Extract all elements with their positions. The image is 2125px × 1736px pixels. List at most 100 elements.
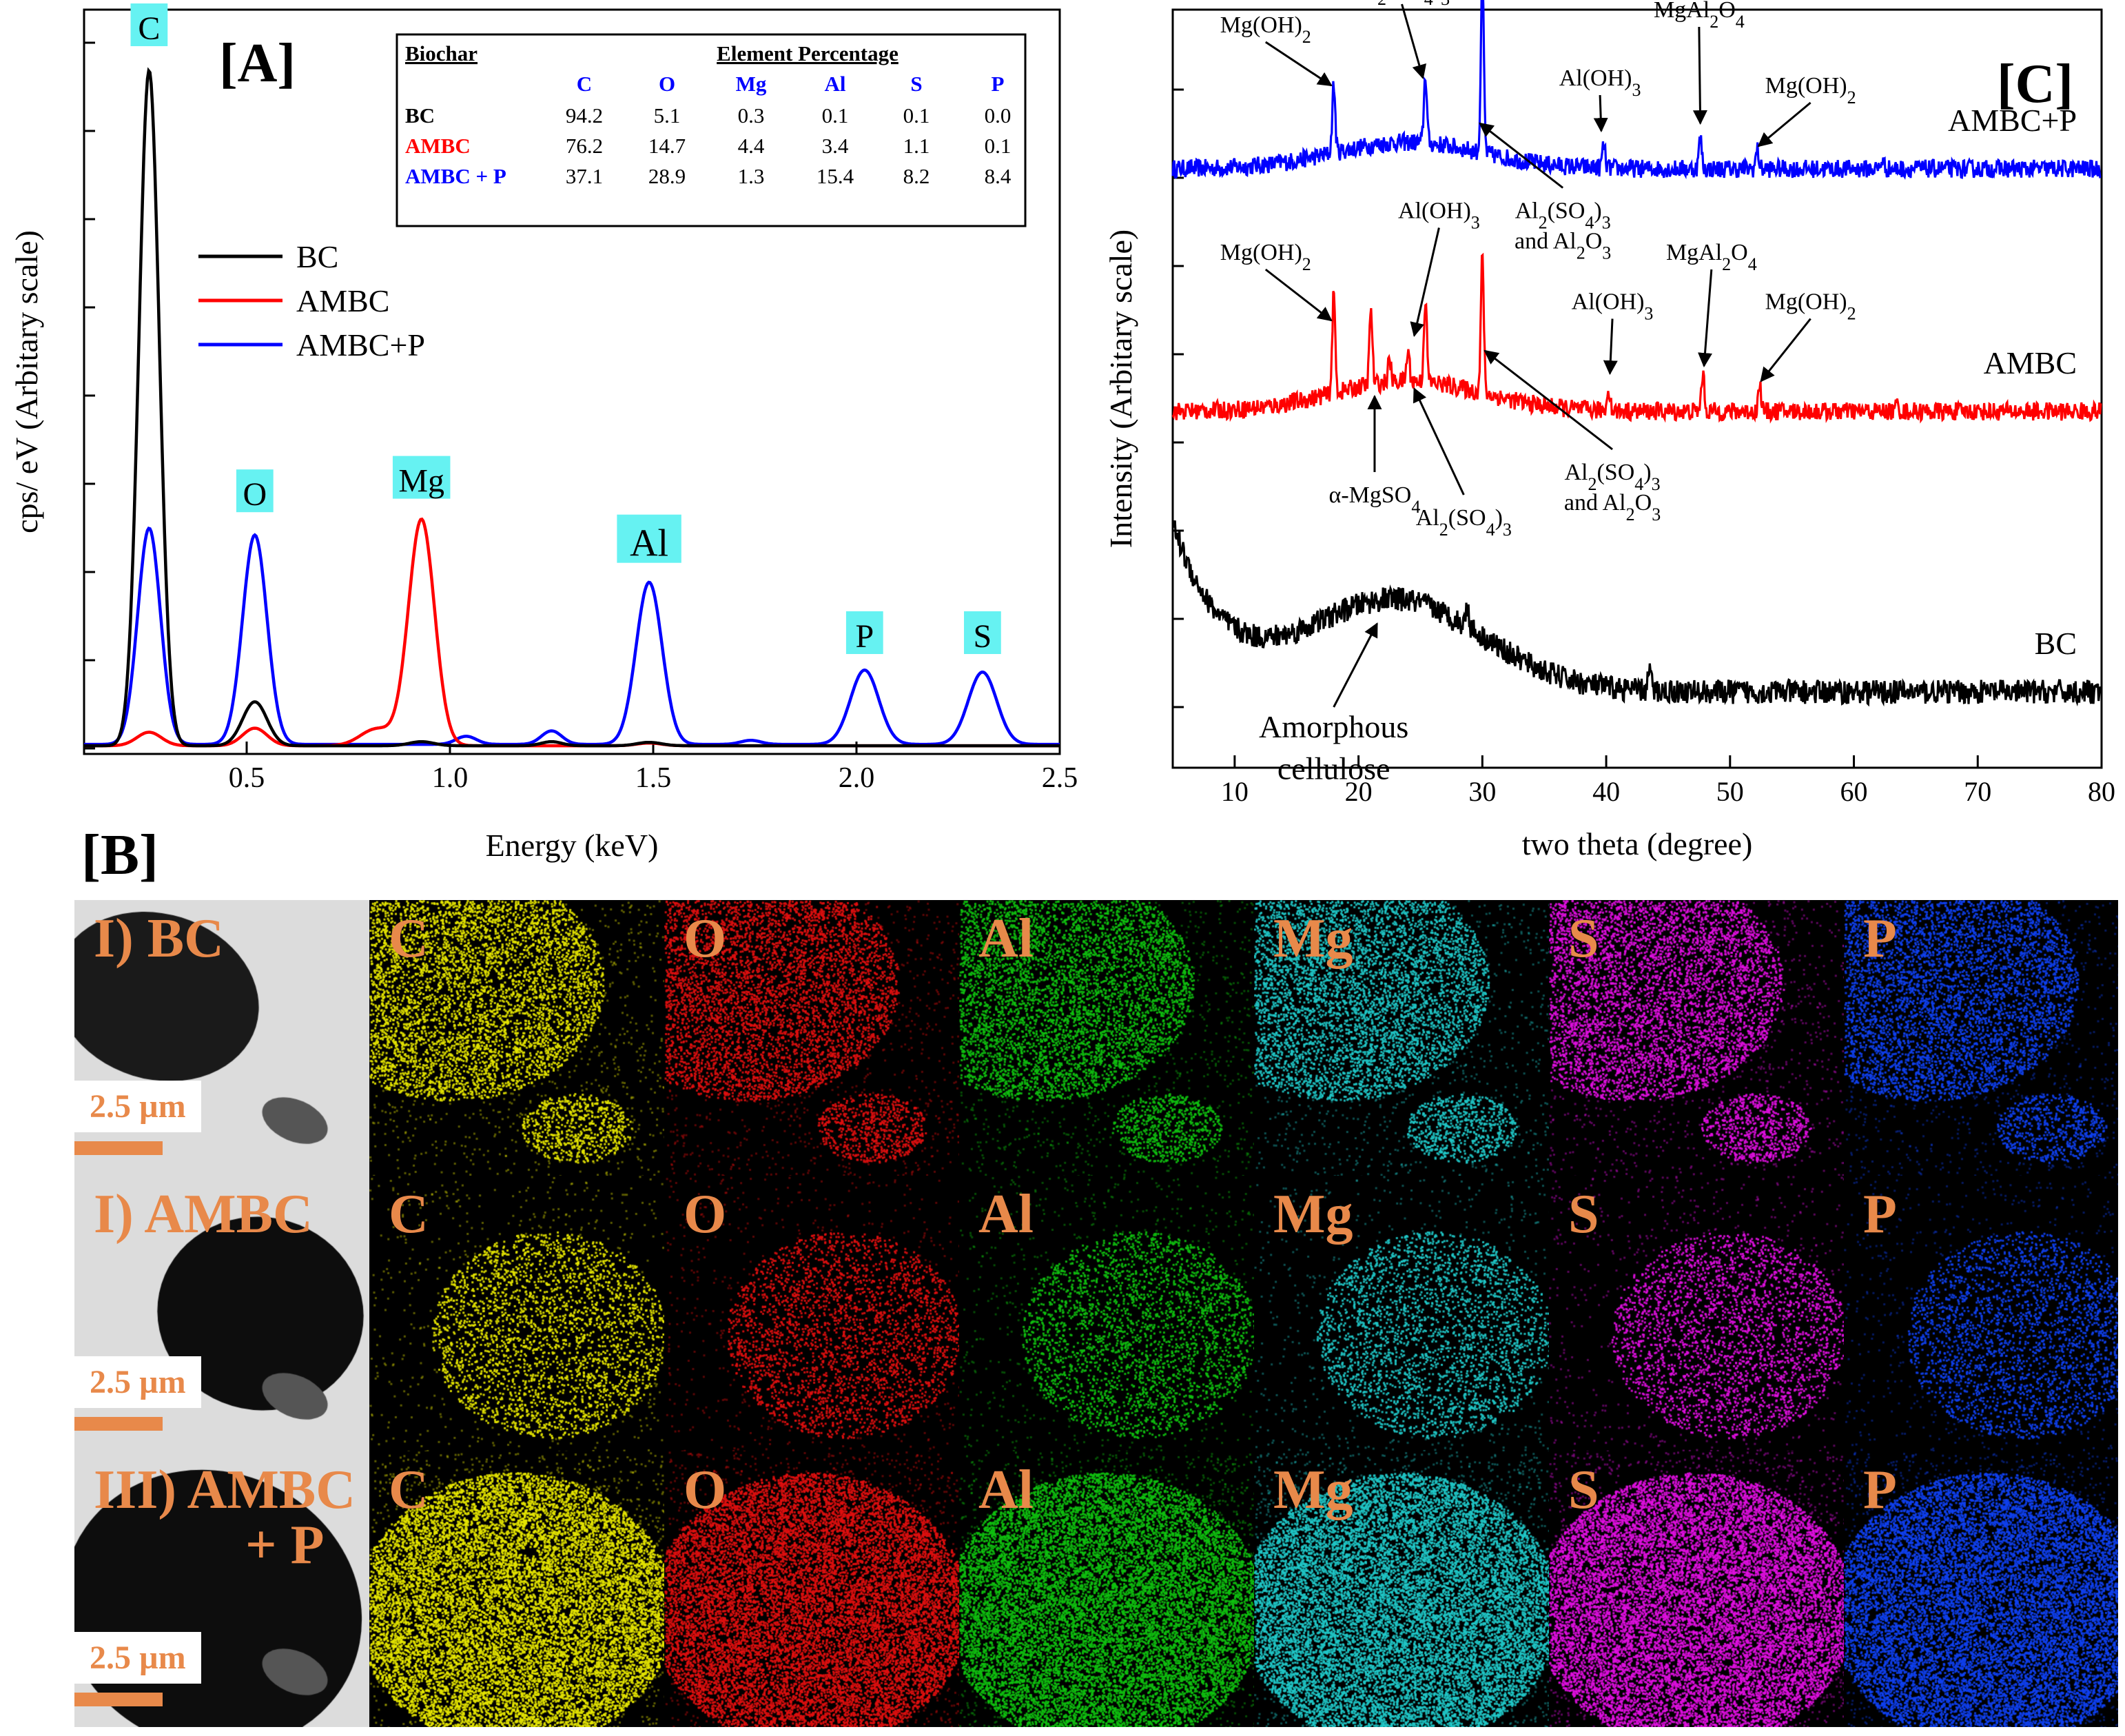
- peak-annotation-text: Al2(SO4)3: [1564, 460, 1660, 494]
- peak-annotation-arrow: [1333, 622, 1378, 708]
- peak-annotation-text: Mg(OH)2: [1220, 12, 1311, 47]
- peak-annotation-text: Al(OH)3: [1572, 289, 1654, 324]
- table-header-biochar: Biochar: [405, 41, 478, 65]
- peak-annotation-text: MgAl2O4: [1666, 240, 1757, 274]
- sample-label: III) AMBC + P: [94, 1460, 356, 1575]
- element-table: Biochar Element Percentage C O Mg Al S P BC 94.2 5…: [396, 33, 1027, 227]
- peak-annotation: cellulose: [1277, 751, 1390, 786]
- element-map-image: [1254, 1176, 1549, 1451]
- table-cell: 8.4: [985, 164, 1012, 188]
- table-column-header: O: [659, 72, 675, 96]
- element-map-image: [369, 1176, 664, 1451]
- table-cell: 5.1: [654, 103, 681, 127]
- legend-label: AMBC+P: [296, 327, 425, 362]
- element-label-o: O: [236, 469, 274, 513]
- peak-annotation-text: Al(OH)3: [1559, 65, 1641, 100]
- peak-annotation: Al(OH)3: [1572, 289, 1654, 376]
- table-cell: 76.2: [566, 134, 603, 158]
- series-label: AMBC: [1984, 345, 2077, 380]
- x-tick-label: 60: [1840, 776, 1868, 807]
- element-label: S: [1568, 1460, 1599, 1520]
- legend-label: AMBC: [296, 283, 389, 318]
- peak-annotation-text: Al2(SO4)3: [1416, 505, 1512, 540]
- sample-label: I) AMBC: [94, 1184, 313, 1245]
- element-label: P: [1863, 908, 1897, 969]
- table-cell: 94.2: [566, 103, 603, 127]
- peak-annotation-arrow: [1401, 3, 1426, 80]
- element-label-box: [845, 611, 883, 654]
- peak-annotation-arrow: [1593, 94, 1608, 133]
- element-label: S: [1568, 1184, 1599, 1245]
- element-label: C: [389, 1460, 429, 1520]
- table-cell: 0.3: [738, 103, 765, 127]
- x-tick-label: 10: [1221, 776, 1249, 807]
- table-column-header: Mg: [736, 72, 767, 96]
- table-row-name: AMBC + P: [405, 164, 506, 188]
- peak-annotation: Mg(OH)2: [1220, 12, 1333, 87]
- element-label: Mg: [1273, 1184, 1353, 1245]
- peak-annotation: Al2(SO4)3: [1484, 349, 1661, 494]
- peak-annotation-text: Mg(OH)2: [1220, 240, 1311, 274]
- element-map-c: C: [369, 1176, 664, 1451]
- elemental-map-grid: I) BC 2.5 µm C O Al Mg S P I) AMBC 2.5 µm C O Al Mg S P…: [74, 900, 2118, 1727]
- element-map-c: C: [369, 1451, 664, 1727]
- peak-annotation: and Al2O3: [1515, 229, 1611, 263]
- peak-annotation-arrow: [1698, 269, 1713, 368]
- element-label-text: O: [243, 476, 267, 513]
- table-cell: 1.3: [738, 164, 765, 188]
- table-header-percentage: Element Percentage: [717, 41, 899, 65]
- element-label: O: [684, 908, 727, 969]
- element-label: C: [389, 908, 429, 969]
- peak-annotation-arrow: [1760, 318, 1811, 382]
- series-label: AMBC+P: [1948, 103, 2077, 138]
- peak-annotation: Mg(OH)2: [1220, 240, 1333, 322]
- x-tick-label: 20: [1345, 776, 1373, 807]
- peak-annotation-arrow: [1603, 318, 1618, 376]
- element-label: P: [1863, 1460, 1897, 1520]
- tem-image-tile: I) AMBC 2.5 µm: [74, 1176, 369, 1451]
- peak-annotation: Al2(SO4)3: [1354, 0, 1450, 80]
- element-map-image: [1549, 1176, 1844, 1451]
- x-tick-label: 30: [1468, 776, 1496, 807]
- element-label-c: C: [130, 3, 168, 47]
- element-label: O: [684, 1460, 727, 1520]
- table-border: [396, 33, 1027, 227]
- tem-image-tile: III) AMBC + P 2.5 µm: [74, 1451, 369, 1727]
- scale-bar-label: 2.5 µm: [74, 1356, 201, 1408]
- table-cell: 14.7: [648, 134, 686, 158]
- y-axis-label: Intensity (Arbitary scale): [1103, 229, 1138, 548]
- element-map-image: [1549, 900, 1844, 1176]
- element-map-image: [1254, 900, 1549, 1176]
- table-cell: 28.9: [648, 164, 686, 188]
- table-column-header: S: [910, 72, 922, 96]
- element-map-image: [1549, 1451, 1844, 1727]
- element-label-box: [130, 3, 168, 46]
- x-tick-label: 40: [1592, 776, 1620, 807]
- element-label: Al: [978, 1460, 1034, 1520]
- x-axis-label: two theta (degree): [1522, 826, 1753, 861]
- table-cell: 3.4: [822, 134, 849, 158]
- element-label-text: P: [855, 618, 874, 655]
- eds-spectrum-chart: 0.5 1.0 1.5 2.0 2.5 Energy (keV) cps/ eV (Arbi…: [9, 3, 1078, 863]
- peak-annotation-text: Mg(OH)2: [1765, 73, 1856, 108]
- plot-frame: [83, 8, 1061, 755]
- peak-annotation-text: and Al2O3: [1564, 490, 1661, 524]
- element-map-c: C: [369, 900, 664, 1176]
- element-map-al: Al: [959, 1176, 1254, 1451]
- peak-annotation: Amorphous: [1259, 622, 1408, 744]
- x-tick-label: 2.5: [1042, 762, 1078, 794]
- peak-annotation-text: cellulose: [1277, 751, 1390, 786]
- scale-bar-label: 2.5 µm: [74, 1632, 201, 1684]
- element-map-image: [369, 1451, 664, 1727]
- element-label-box: [236, 469, 274, 513]
- element-map-o: O: [664, 900, 959, 1176]
- peak-annotation-arrow: [1692, 26, 1707, 125]
- element-label-s: S: [964, 611, 1001, 655]
- element-map-image: [369, 900, 664, 1176]
- element-map-image: [664, 1451, 959, 1727]
- element-label: Mg: [1273, 1460, 1353, 1520]
- element-map-al: Al: [959, 1451, 1254, 1727]
- table-cell: 0.1: [903, 103, 930, 127]
- x-tick-label: 1.0: [432, 762, 469, 794]
- series-line-ambc-p: [84, 526, 1060, 746]
